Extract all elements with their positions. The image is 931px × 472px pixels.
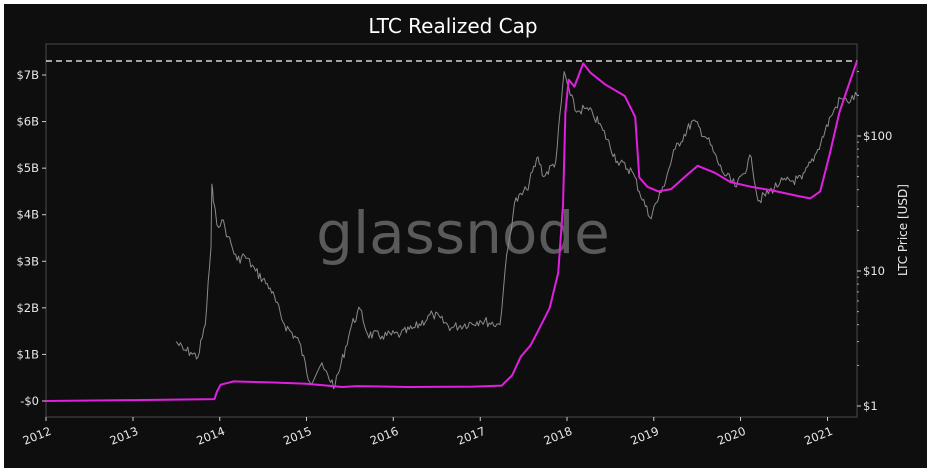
left-tick-label: $6B — [16, 115, 39, 129]
watermark: glassnode — [316, 199, 610, 267]
left-tick-label: $3B — [16, 254, 39, 268]
left-tick-label: -$0 — [20, 394, 39, 408]
price-series-line — [175, 71, 858, 390]
chart-title: LTC Realized Cap — [368, 14, 537, 38]
x-tick-label: 2015 — [281, 424, 313, 448]
right-tick-label: $10 — [863, 264, 885, 278]
x-tick-label: 2014 — [194, 424, 226, 448]
right-tick-label: $100 — [863, 129, 892, 143]
left-tick-label: $7B — [16, 68, 39, 82]
chart-frame — [4, 4, 927, 468]
x-tick-label: 2020 — [715, 424, 747, 448]
x-tick-label: 2016 — [368, 424, 400, 448]
left-tick-label: $4B — [16, 208, 39, 222]
right-axis: $1 $10 $100 — [857, 71, 892, 413]
x-tick-label: 2018 — [542, 424, 574, 448]
x-tick-label: 2019 — [629, 424, 661, 448]
left-tick-label: $1B — [16, 347, 39, 361]
realized-cap-series-line — [45, 60, 858, 402]
left-tick-label: $2B — [16, 301, 39, 315]
right-axis-label: LTC Price [USD] — [896, 184, 910, 276]
x-axis: 2012 2013 2014 2015 2016 2017 2018 2019 2020 2021 — [21, 417, 835, 448]
x-tick-label: 2021 — [802, 424, 834, 448]
left-axis: -$0 $1B $2B $3B $4B $5B $6B $7B — [16, 68, 46, 408]
x-tick-label: 2013 — [108, 424, 140, 448]
left-tick-label: $5B — [16, 161, 39, 175]
x-tick-label: 2017 — [455, 424, 487, 448]
x-tick-label: 2012 — [21, 424, 53, 448]
right-tick-label: $1 — [863, 399, 878, 413]
